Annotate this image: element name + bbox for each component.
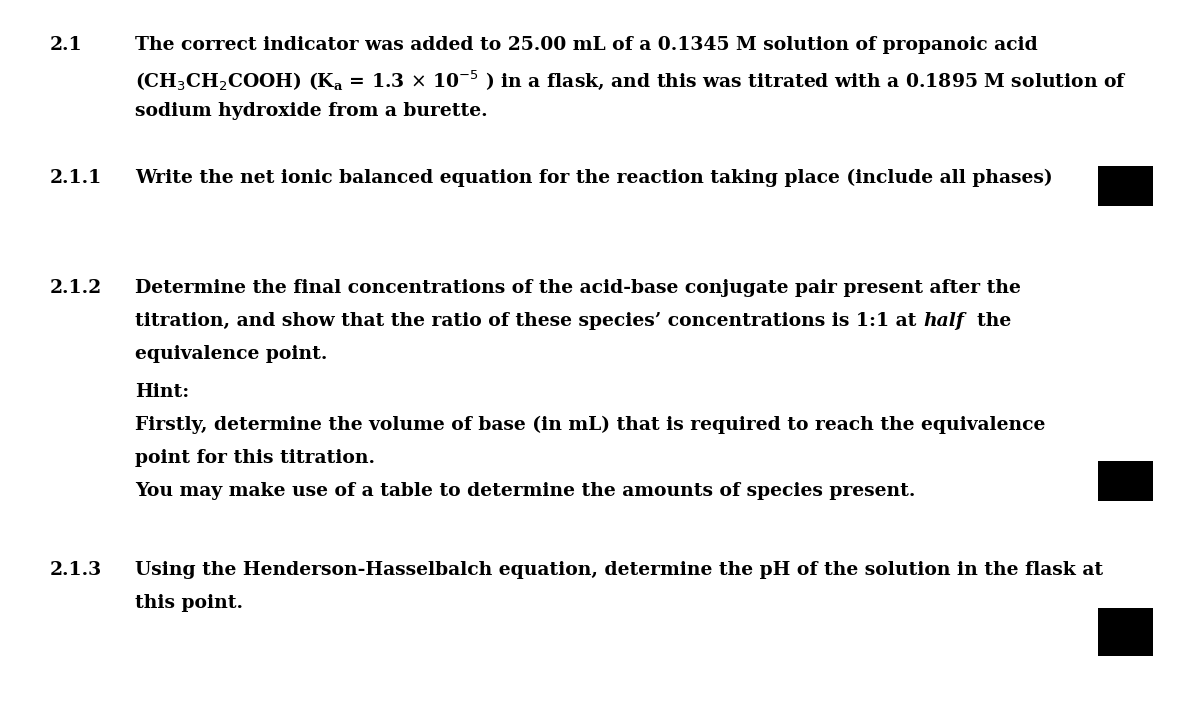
Text: this point.: this point.: [135, 594, 243, 612]
Text: Hint:: Hint:: [135, 383, 189, 401]
Text: The correct indicator was added to 25.00 mL of a 0.1345 M solution of propanoic : The correct indicator was added to 25.00…: [135, 36, 1037, 54]
Text: Firstly, determine the volume of base (in mL) that is required to reach the equi: Firstly, determine the volume of base (i…: [135, 416, 1045, 434]
Text: 2.1.2: 2.1.2: [50, 279, 103, 297]
Bar: [1099, 461, 1153, 501]
Text: 2.1.3: 2.1.3: [50, 561, 103, 579]
Text: point for this titration.: point for this titration.: [135, 449, 375, 467]
Text: sodium hydroxide from a burette.: sodium hydroxide from a burette.: [135, 102, 487, 120]
Bar: [1099, 608, 1153, 656]
Text: 2.1.1: 2.1.1: [50, 169, 103, 187]
Text: 2.1: 2.1: [50, 36, 83, 54]
Text: You may make use of a table to determine the amounts of species present.: You may make use of a table to determine…: [135, 482, 916, 500]
Text: the: the: [964, 312, 1011, 330]
Bar: [1099, 166, 1153, 206]
Text: (CH$_3$CH$_2$COOH) (K$_\mathregular{a}$ = 1.3 $\times$ 10$^{-5}$ ) in a flask, a: (CH$_3$CH$_2$COOH) (K$_\mathregular{a}$ …: [135, 69, 1127, 93]
Text: Write the net ionic balanced equation for the reaction taking place (include all: Write the net ionic balanced equation fo…: [135, 169, 1053, 187]
Text: Using the Henderson-Hasselbalch equation, determine the pH of the solution in th: Using the Henderson-Hasselbalch equation…: [135, 561, 1103, 579]
Text: Determine the final concentrations of the acid-base conjugate pair present after: Determine the final concentrations of th…: [135, 279, 1021, 297]
Text: half: half: [923, 312, 964, 330]
Text: titration, and show that the ratio of these species’ concentrations is 1:1 at: titration, and show that the ratio of th…: [135, 312, 923, 330]
Text: equivalence point.: equivalence point.: [135, 345, 327, 363]
